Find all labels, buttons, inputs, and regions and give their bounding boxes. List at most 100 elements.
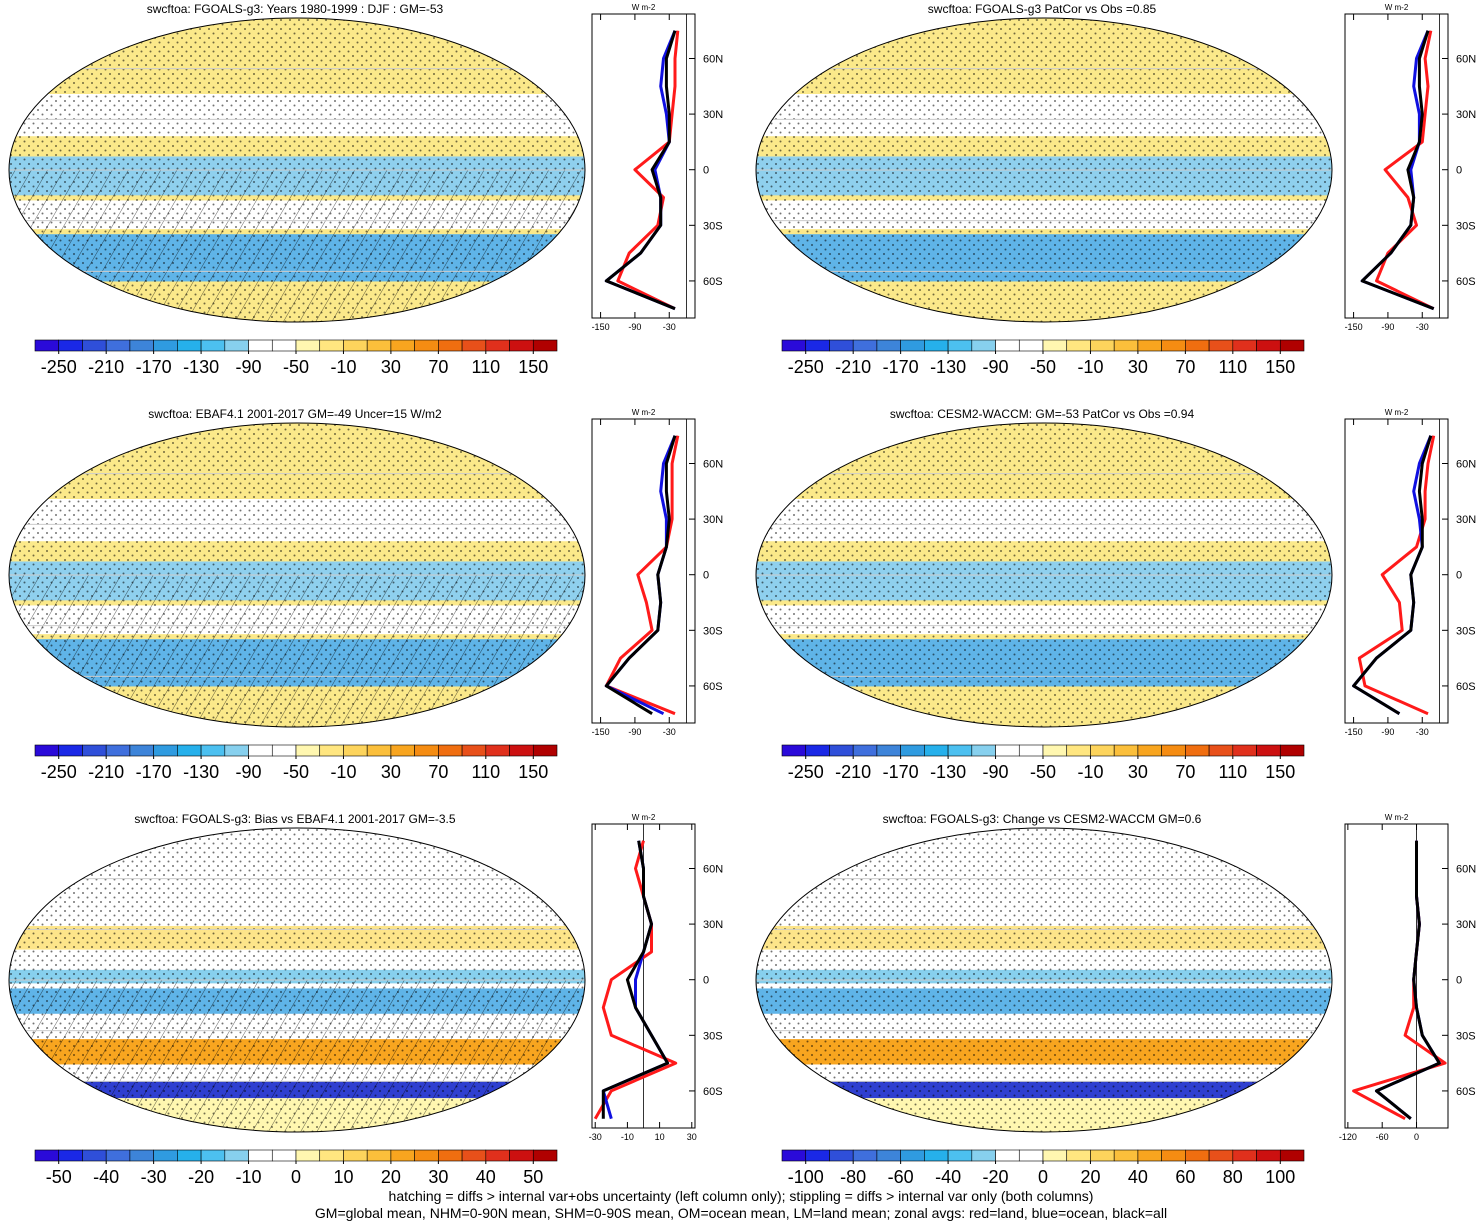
colorbar-label: -130 bbox=[183, 762, 219, 782]
x-tick-label: 30 bbox=[687, 1132, 697, 1142]
colorbar-label: 70 bbox=[1175, 762, 1195, 782]
colorbar-label: -170 bbox=[883, 762, 919, 782]
colorbar-box bbox=[295, 1149, 321, 1162]
colorbar-box bbox=[509, 1149, 534, 1162]
y-tick-label: 60S bbox=[703, 1086, 723, 1098]
colorbar-box bbox=[82, 339, 107, 352]
colorbar-box bbox=[852, 339, 878, 352]
map-outline bbox=[8, 827, 586, 1133]
zonal-line bbox=[1360, 30, 1435, 311]
y-tick-label: 60N bbox=[703, 458, 723, 470]
colorbar-box bbox=[105, 1149, 131, 1162]
colorbar-label: -10 bbox=[236, 1167, 262, 1187]
colorbar-box bbox=[414, 744, 439, 757]
panel: swcftoa: FGOALS-g3: Bias vs EBAF4.1 2001… bbox=[8, 812, 723, 1187]
colorbar-box bbox=[509, 744, 534, 757]
panel-title: swcftoa: FGOALS-g3 PatCor vs Obs =0.85 bbox=[928, 2, 1157, 16]
colorbar-box bbox=[1279, 744, 1305, 757]
colorbar-box bbox=[58, 744, 83, 757]
x-tick-label: -150 bbox=[1345, 322, 1363, 332]
panel: swcftoa: CESM2-WACCM: GM=-53 PatCor vs O… bbox=[755, 407, 1476, 782]
zonal-frame bbox=[1344, 13, 1449, 319]
colorbar-box bbox=[461, 1149, 487, 1162]
y-tick-label: 60S bbox=[703, 681, 723, 693]
y-tick-label: 60N bbox=[703, 863, 723, 875]
colorbar-label: 150 bbox=[1265, 762, 1295, 782]
x-tick-label: -30 bbox=[663, 727, 676, 737]
colorbar-box bbox=[947, 744, 973, 757]
colorbar-label: 110 bbox=[1218, 357, 1247, 377]
colorbar-label: -40 bbox=[935, 1167, 961, 1187]
colorbar-box bbox=[485, 744, 510, 757]
colorbar-box bbox=[485, 1149, 510, 1162]
colorbar-box bbox=[805, 339, 830, 352]
colorbar-box bbox=[438, 339, 463, 352]
map bbox=[9, 423, 585, 727]
y-tick-label: 0 bbox=[703, 165, 709, 177]
colorbar-box bbox=[485, 339, 510, 352]
colorbar-box bbox=[390, 339, 415, 352]
zonal-line bbox=[1352, 435, 1433, 715]
zonal-line bbox=[604, 30, 677, 311]
y-tick-label: 60N bbox=[1456, 53, 1476, 65]
panel-title: swcftoa: FGOALS-g3: Years 1980-1999 : DJ… bbox=[147, 2, 444, 16]
colorbar-box bbox=[177, 744, 202, 757]
colorbar-box bbox=[1137, 339, 1162, 352]
colorbar-label: 20 bbox=[381, 1167, 401, 1187]
colorbar-label: 110 bbox=[471, 357, 500, 377]
colorbar-label: -80 bbox=[840, 1167, 866, 1187]
panel-title: swcftoa: FGOALS-g3: Bias vs EBAF4.1 2001… bbox=[134, 812, 455, 826]
colorbar-box bbox=[366, 1149, 392, 1162]
colorbar-label: -250 bbox=[788, 357, 824, 377]
colorbar-box bbox=[153, 744, 178, 757]
colorbar-box bbox=[971, 744, 996, 757]
colorbar-box bbox=[924, 744, 949, 757]
x-tick-label: -90 bbox=[1381, 322, 1394, 332]
x-tick-label: -150 bbox=[592, 727, 610, 737]
x-tick-label: 0 bbox=[1414, 1132, 1419, 1142]
colorbar-box bbox=[224, 339, 249, 352]
colorbar-label: 70 bbox=[1175, 357, 1195, 377]
y-tick-label: 60S bbox=[703, 276, 723, 288]
panel-title: swcftoa: FGOALS-g3: Change vs CESM2-WACC… bbox=[883, 812, 1202, 826]
colorbar-box bbox=[1042, 339, 1068, 352]
colorbar-box bbox=[1232, 744, 1257, 757]
colorbar-box bbox=[1256, 1149, 1281, 1162]
colorbar-label: -10 bbox=[330, 762, 356, 782]
colorbar-label: -50 bbox=[1030, 762, 1056, 782]
x-tick-label: -30 bbox=[1416, 727, 1429, 737]
colorbar-box bbox=[1042, 1149, 1068, 1162]
colorbar-box bbox=[200, 744, 226, 757]
colorbar-box bbox=[271, 1149, 297, 1162]
colorbar-label: -130 bbox=[930, 762, 966, 782]
colorbar-label: 30 bbox=[1128, 357, 1148, 377]
colorbar-box bbox=[200, 1149, 226, 1162]
colorbar-box bbox=[805, 1149, 830, 1162]
unit-label: W m-2 bbox=[1385, 813, 1409, 822]
colorbar-box bbox=[390, 744, 415, 757]
colorbar-box bbox=[414, 339, 439, 352]
zonal-line bbox=[604, 435, 680, 716]
colorbar-box bbox=[947, 339, 973, 352]
colorbar-label: 40 bbox=[476, 1167, 496, 1187]
panel-title: swcftoa: CESM2-WACCM: GM=-53 PatCor vs O… bbox=[890, 407, 1195, 421]
y-tick-label: 60S bbox=[1456, 681, 1476, 693]
zonal-line bbox=[1360, 30, 1435, 311]
colorbar-box bbox=[876, 1149, 901, 1162]
x-tick-label: -30 bbox=[589, 1132, 602, 1142]
colorbar-box bbox=[1161, 1149, 1186, 1162]
colorbar-box bbox=[532, 339, 558, 352]
colorbar-box bbox=[105, 744, 131, 757]
colorbar-label: 30 bbox=[428, 1167, 448, 1187]
zonal-line bbox=[1375, 840, 1441, 1120]
zonal-line bbox=[604, 30, 677, 311]
colorbar-box bbox=[129, 1149, 154, 1162]
unit-label: W m-2 bbox=[632, 813, 656, 822]
colorbar-label: -250 bbox=[41, 357, 77, 377]
colorbar-box bbox=[924, 1149, 949, 1162]
colorbar-box bbox=[343, 744, 368, 757]
colorbar-box bbox=[1232, 339, 1257, 352]
colorbar-label: 100 bbox=[1265, 1167, 1295, 1187]
colorbar-label: 70 bbox=[428, 762, 448, 782]
